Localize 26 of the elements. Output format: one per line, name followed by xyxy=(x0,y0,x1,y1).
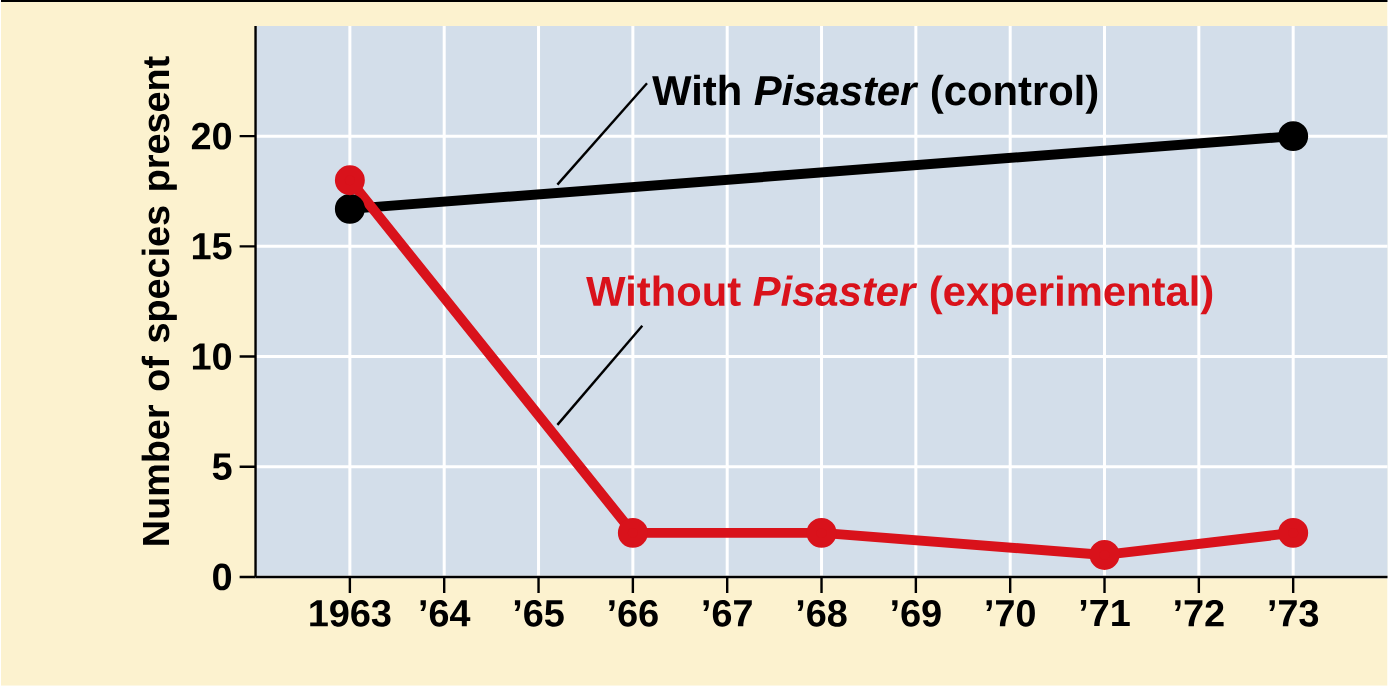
x-tick-label: ’65 xyxy=(514,600,564,627)
x-tick-label: ’67 xyxy=(703,600,752,627)
point xyxy=(334,194,365,224)
series-label: With Pisaster (control) xyxy=(652,74,1098,114)
x-tick-label: ’71 xyxy=(1080,600,1130,627)
x-tick-label: ’69 xyxy=(892,600,941,627)
point xyxy=(334,165,365,196)
point xyxy=(1278,518,1309,548)
x-tick-label: ’66 xyxy=(609,600,658,627)
point xyxy=(806,518,837,548)
y-tick-label: 10 xyxy=(192,343,232,371)
x-tick-label: ’64 xyxy=(420,600,471,627)
x-tick-label: ’73 xyxy=(1269,600,1319,627)
x-tick-label: 1963 xyxy=(310,600,391,627)
y-tick-label: 0 xyxy=(213,563,232,591)
point xyxy=(1089,540,1120,570)
text: Without Pisaster (experimental) xyxy=(586,275,1213,315)
x-tick-label: ’70 xyxy=(986,600,1035,627)
y-tick-label: 5 xyxy=(212,453,232,481)
x-tick-label: ’72 xyxy=(1175,600,1224,627)
point xyxy=(1278,121,1309,152)
x-tick-label: ’68 xyxy=(797,600,847,627)
y-tick-label: 15 xyxy=(192,233,232,260)
y-tick-label: 20 xyxy=(191,122,232,150)
point xyxy=(617,518,648,548)
y-axis-title: Number of species present xyxy=(141,56,177,545)
